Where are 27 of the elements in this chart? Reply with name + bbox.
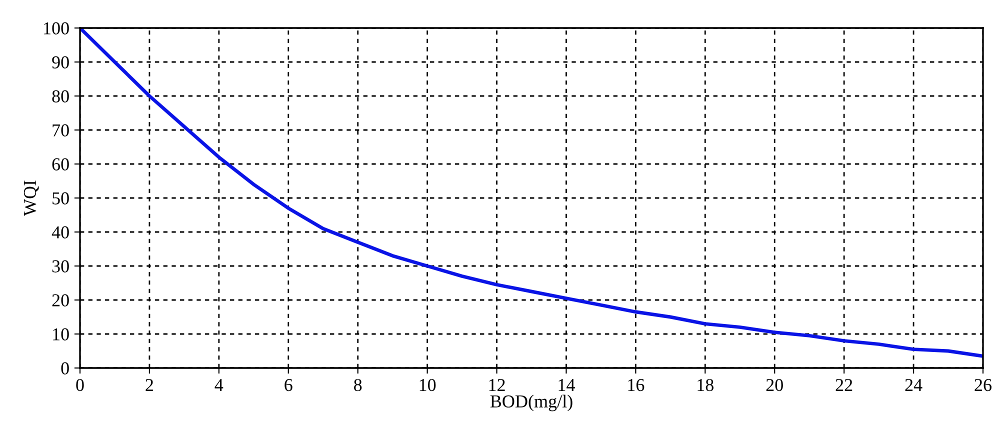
x-axis-title: BOD(mg/l) [490,394,572,412]
y-tick-label: 90 [52,56,69,68]
y-tick-label: 60 [52,158,69,170]
x-tick-label: 0 [76,378,84,392]
y-tick-label: 40 [52,226,69,238]
y-tick-label: 20 [52,294,69,306]
y-tick-label: 10 [53,328,69,340]
x-tick-label: 20 [766,378,783,392]
y-tick-label: 100 [44,22,69,34]
x-tick-label: 4 [214,379,224,391]
y-tick-label: 80 [52,90,69,102]
y-tick-label: 30 [52,260,69,272]
x-tick-label: 24 [905,378,922,391]
y-tick-label: 0 [61,362,69,374]
x-tick-label: 18 [698,378,714,392]
y-tick-label: 50 [52,192,69,204]
x-tick-label: 16 [628,378,644,392]
y-axis-title: WQI [24,180,39,216]
x-tick-label: 22 [836,378,852,391]
x-tick-label: 6 [284,378,292,392]
x-tick-label: 14 [558,379,575,391]
y-tick-label: 70 [52,124,69,136]
x-tick-label: 12 [489,378,505,391]
x-tick-label: 26 [974,378,992,392]
x-tick-label: 10 [420,378,436,392]
x-tick-label: 8 [354,378,362,392]
x-tick-label: 2 [146,378,153,391]
